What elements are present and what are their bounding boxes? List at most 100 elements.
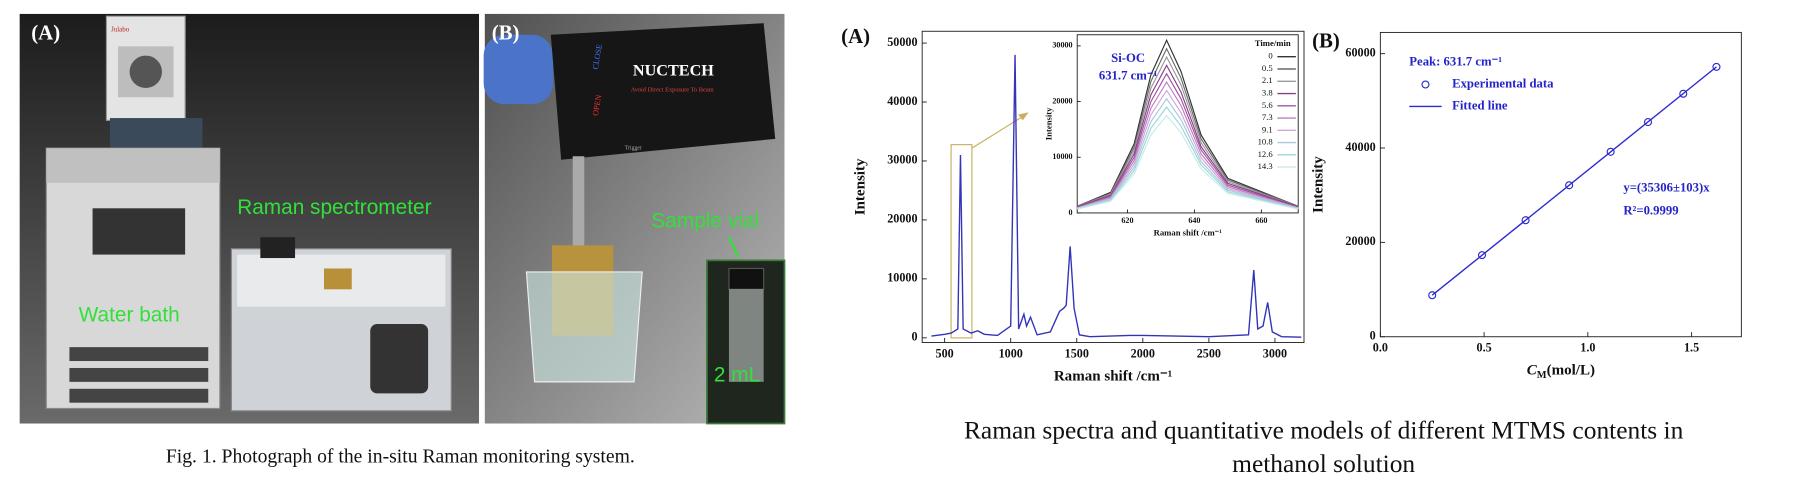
- x-tick-label: 1000: [999, 346, 1023, 360]
- legend-label: 12.6: [1258, 149, 1274, 159]
- x-axis-label-main: C: [1527, 363, 1538, 379]
- y-tick-label: 20000: [1345, 234, 1375, 248]
- caption: Raman spectra and quantitative models of…: [964, 416, 1684, 445]
- data-point: [1477, 251, 1487, 260]
- data-point: [1643, 118, 1653, 127]
- legend-label: 3.8: [1262, 88, 1273, 98]
- legend-label: 10.8: [1258, 137, 1273, 147]
- y-tick-label: 40000: [1345, 140, 1375, 154]
- photo-a: [19, 13, 480, 424]
- legend-title: Time/min: [1255, 38, 1291, 48]
- caption: Fig. 1. Photograph of the in-situ Raman …: [166, 446, 635, 468]
- data-line: [1077, 114, 1299, 210]
- device-text: Avoid Direct Exposure To Beam: [631, 87, 714, 94]
- y-tick-label: 0: [1069, 208, 1073, 217]
- plot-frame: [921, 30, 1305, 343]
- y-tick-label: 0: [1370, 329, 1376, 343]
- x-tick-label: 500: [936, 346, 954, 360]
- x-axis-label: Raman shift /cm⁻¹: [1054, 369, 1173, 385]
- plot-frame: [1076, 34, 1299, 214]
- legend-label: 7.3: [1262, 112, 1273, 122]
- legend-label: 14.3: [1258, 161, 1273, 171]
- data-line: [1431, 66, 1717, 296]
- data-line: [1076, 38, 1299, 207]
- data-line: [1077, 97, 1299, 210]
- legend-label: 0.5: [1262, 63, 1273, 73]
- data-line: [1077, 80, 1299, 209]
- y-tick-label: 10000: [887, 271, 917, 285]
- x-axis-label: CM(mol/L): [1527, 363, 1595, 382]
- annotation: Sample vial: [651, 210, 759, 233]
- x-tick-label: 620: [1121, 216, 1133, 225]
- annotation: Water bath: [79, 303, 180, 326]
- highlight-box: [950, 144, 973, 339]
- x-tick-label: 0.0: [1373, 341, 1388, 355]
- x-tick-label: 1.5: [1684, 341, 1699, 355]
- plot-frame: [1379, 31, 1742, 338]
- data-line: [1077, 55, 1299, 208]
- annotation: Peak: 631.7 cm⁻¹: [1409, 54, 1502, 68]
- x-axis-label-sub: M: [1537, 370, 1547, 381]
- y-tick-label: 10000: [1052, 152, 1072, 161]
- y-axis-label: Intensity: [1043, 107, 1053, 140]
- annotation: R²=0.9999: [1623, 204, 1678, 218]
- data-point: [1428, 291, 1437, 300]
- legend-label: 5.6: [1262, 100, 1273, 110]
- annotation: y=(35306±103)x: [1623, 181, 1710, 195]
- x-tick-label: 660: [1255, 216, 1267, 225]
- legend-label: Fitted line: [1452, 98, 1508, 112]
- data-line: [1077, 106, 1299, 210]
- data-line: [931, 54, 1302, 338]
- panel-label: (B): [492, 21, 520, 45]
- legend-label: 9.1: [1262, 124, 1273, 134]
- device-text: OPEN: [591, 94, 604, 117]
- legend-swatch: [1421, 80, 1430, 89]
- data-line: [1077, 89, 1299, 209]
- x-tick-label: 1500: [1065, 346, 1089, 360]
- data-line: [1077, 72, 1299, 208]
- y-tick-label: 20000: [1052, 96, 1072, 105]
- x-tick-label: 1.0: [1580, 341, 1595, 355]
- data-line: [1077, 47, 1299, 207]
- device-text: Julabo: [111, 26, 130, 34]
- x-tick-label: 3000: [1263, 346, 1287, 360]
- data-line: [1077, 64, 1299, 208]
- annotation: 631.7 cm⁻¹: [1099, 68, 1158, 82]
- data-point: [1679, 89, 1688, 98]
- legend-label: Experimental data: [1452, 76, 1554, 90]
- legend-label: 2.1: [1262, 75, 1273, 85]
- panel-label: (A): [31, 21, 60, 45]
- panel-label: (B): [1312, 29, 1340, 53]
- data-point: [1565, 181, 1574, 190]
- x-tick-label: 0.5: [1477, 341, 1492, 355]
- y-axis-label: Intensity: [852, 158, 868, 215]
- x-tick-label: 640: [1188, 216, 1200, 225]
- annotation: Si-OC: [1111, 51, 1145, 65]
- data-point: [1606, 147, 1615, 156]
- x-tick-label: 2500: [1197, 346, 1221, 360]
- photo-b: [483, 13, 786, 425]
- x-axis-label: Raman shift /cm⁻¹: [1154, 228, 1223, 238]
- y-tick-label: 0: [911, 330, 917, 344]
- y-tick-label: 30000: [887, 153, 917, 167]
- x-axis-label-unit: (mol/L): [1547, 363, 1595, 379]
- panel-label: (A): [841, 24, 870, 48]
- device-text: Trigger: [625, 145, 642, 151]
- arrow-head: [1018, 112, 1029, 121]
- y-tick-label: 30000: [1052, 41, 1072, 50]
- y-tick-label: 20000: [887, 212, 917, 226]
- y-tick-label: 40000: [887, 94, 917, 108]
- y-axis-label: Intensity: [1310, 156, 1326, 213]
- data-point: [1712, 62, 1721, 71]
- y-tick-label: 50000: [887, 35, 917, 49]
- y-tick-label: 60000: [1345, 45, 1375, 59]
- legend-label: 0: [1268, 51, 1272, 61]
- device-text: NUCTECH: [633, 61, 714, 79]
- x-tick-label: 2000: [1131, 346, 1155, 360]
- annotation: 2 mL: [714, 364, 760, 387]
- annotation: Raman spectrometer: [237, 196, 431, 219]
- device-text: CLOSE: [591, 43, 604, 70]
- caption: methanol solution: [1232, 449, 1415, 478]
- data-point: [1521, 216, 1530, 225]
